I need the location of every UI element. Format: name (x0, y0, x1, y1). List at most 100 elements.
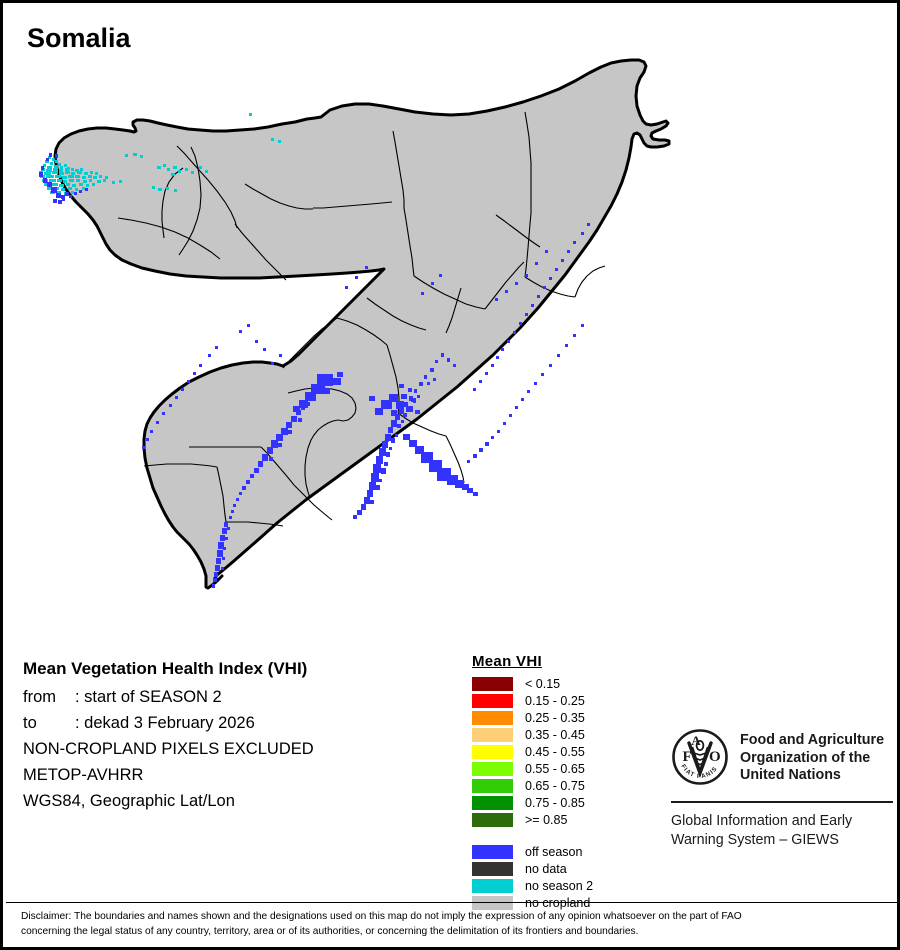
info-from-row: from : start of SEASON 2 (23, 684, 453, 710)
admin-line-s-5 (216, 466, 227, 523)
admin-line-ne-7 (574, 265, 606, 298)
fao-giews-name: Global Information and Early Warning Sys… (671, 812, 893, 849)
map-info-block: Mean Vegetation Health Index (VHI) from … (23, 656, 453, 814)
info-excluded: NON-CROPLAND PIXELS EXCLUDED (23, 740, 314, 758)
fao-emblem-icon: F A O FIAT PANIS (671, 728, 729, 791)
fao-sub-line2: Warning System – GIEWS (671, 831, 839, 848)
admin-boundaries (117, 111, 606, 527)
fao-divider (671, 801, 893, 803)
disclaimer-line1: Disclaimer: The boundaries and names sho… (21, 911, 742, 922)
legend-class-row: 0.65 - 0.75 (472, 777, 642, 794)
legend-class-swatch (472, 795, 513, 810)
info-heading: Mean Vegetation Health Index (VHI) (23, 659, 308, 678)
admin-line-ne-5 (524, 212, 532, 278)
fao-branding: F A O FIAT PANIS Food and Agriculture Or… (671, 728, 893, 849)
legend-special-swatch (472, 844, 513, 859)
legend-class-list: < 0.15 0.15 - 0.25 0.25 - 0.35 0.35 - 0.45 0… (472, 675, 642, 828)
admin-line-n-6 (403, 207, 415, 277)
legend-special-swatch (472, 878, 513, 893)
admin-line-n-7 (234, 223, 287, 281)
legend-class-row: < 0.15 (472, 675, 642, 692)
admin-line-ne-8 (445, 287, 462, 334)
legend-special-label: off season (525, 844, 583, 859)
admin-line-c-1 (366, 297, 427, 331)
legend-class-label: 0.35 - 0.45 (525, 727, 585, 742)
admin-line-ne-6 (524, 276, 576, 298)
admin-line-s-6 (226, 521, 284, 527)
legend-spacer (472, 828, 642, 843)
legend-special-row: no season 2 (472, 877, 642, 894)
fao-name-line1: Food and Agriculture (740, 732, 885, 748)
admin-line-c-7 (397, 412, 447, 437)
admin-line-s-4 (143, 463, 218, 468)
legend-class-swatch (472, 761, 513, 776)
svg-text:F: F (683, 749, 692, 765)
legend-class-row: 0.75 - 0.85 (472, 794, 642, 811)
admin-line-s-7 (293, 484, 333, 521)
admin-line-ne-4 (524, 111, 532, 213)
fao-name-line2: Organization of the (740, 749, 871, 766)
admin-line-n-2 (161, 167, 184, 239)
cropland-cluster-south (142, 223, 590, 588)
legend-special-label: no data (525, 861, 567, 876)
legend-class-label: 0.75 - 0.85 (525, 795, 585, 810)
legend-class-row: 0.15 - 0.25 (472, 692, 642, 709)
legend-class-swatch (472, 778, 513, 793)
legend-class-swatch (472, 710, 513, 725)
legend-special-row: no data (472, 860, 642, 877)
legend-class-swatch (472, 727, 513, 742)
info-sensor: METOP-AVHRR (23, 766, 144, 784)
fao-name-line3: United Nations (740, 767, 841, 783)
legend-title: Mean VHI (472, 653, 542, 670)
legend-class-label: >= 0.85 (525, 812, 568, 827)
legend-class-row: 0.35 - 0.45 (472, 726, 642, 743)
legend-class-row: >= 0.85 (472, 811, 642, 828)
info-to-value: : dekad 3 February 2026 (75, 714, 255, 732)
admin-line-n-1 (176, 145, 238, 229)
admin-line-n-4 (313, 201, 393, 209)
svg-text:O: O (709, 749, 721, 765)
disclaimer-line2: concerning the legal status of any count… (21, 925, 639, 937)
somalia-map-svg (39, 58, 671, 590)
svg-text:A: A (691, 733, 701, 748)
legend-special-list: off season no data no season 2 no cropland (472, 843, 642, 911)
map-legend: Mean VHI < 0.15 0.15 - 0.25 0.25 - 0.35 0.3… (472, 653, 642, 911)
admin-line-nw-1 (178, 146, 202, 256)
legend-class-label: < 0.15 (525, 676, 561, 691)
fao-logo-row: F A O FIAT PANIS Food and Agriculture Or… (671, 728, 893, 791)
admin-line-ne-1 (413, 275, 486, 310)
legend-class-label: 0.45 - 0.55 (525, 744, 585, 759)
legend-class-swatch (472, 812, 513, 827)
admin-line-c-4 (287, 387, 357, 422)
admin-line-c-2 (282, 317, 338, 369)
info-from-value: : start of SEASON 2 (75, 688, 222, 706)
legend-special-label: no season 2 (525, 878, 594, 893)
legend-class-label: 0.15 - 0.25 (525, 693, 585, 708)
admin-line-ne-2 (484, 261, 525, 310)
legend-class-swatch (472, 676, 513, 691)
admin-line-ne-3 (495, 214, 541, 248)
info-from-key: from (23, 688, 56, 706)
admin-line-c-3 (336, 317, 388, 346)
admin-line-s-1 (304, 439, 312, 499)
legend-class-label: 0.25 - 0.35 (525, 710, 585, 725)
admin-line-nw-2 (117, 217, 221, 260)
legend-special-swatch (472, 861, 513, 876)
admin-line-c-8 (445, 435, 465, 484)
legend-class-swatch (472, 744, 513, 759)
admin-line-c-5 (310, 419, 339, 441)
map-canvas (3, 48, 897, 648)
fao-organization-name: Food and Agriculture Organization of the… (740, 728, 884, 785)
legend-class-label: 0.65 - 0.75 (525, 778, 585, 793)
legend-class-row: 0.55 - 0.65 (472, 760, 642, 777)
disclaimer-divider (6, 902, 897, 903)
legend-class-row: 0.45 - 0.55 (472, 743, 642, 760)
legend-class-row: 0.25 - 0.35 (472, 709, 642, 726)
fao-sub-line1: Global Information and Early (671, 813, 853, 829)
legend-class-label: 0.55 - 0.65 (525, 761, 585, 776)
info-to-key: to (23, 714, 37, 732)
info-to-row: to : dekad 3 February 2026 (23, 710, 453, 736)
disclaimer-text: Disclaimer: The boundaries and names sho… (21, 910, 883, 939)
legend-class-swatch (472, 693, 513, 708)
